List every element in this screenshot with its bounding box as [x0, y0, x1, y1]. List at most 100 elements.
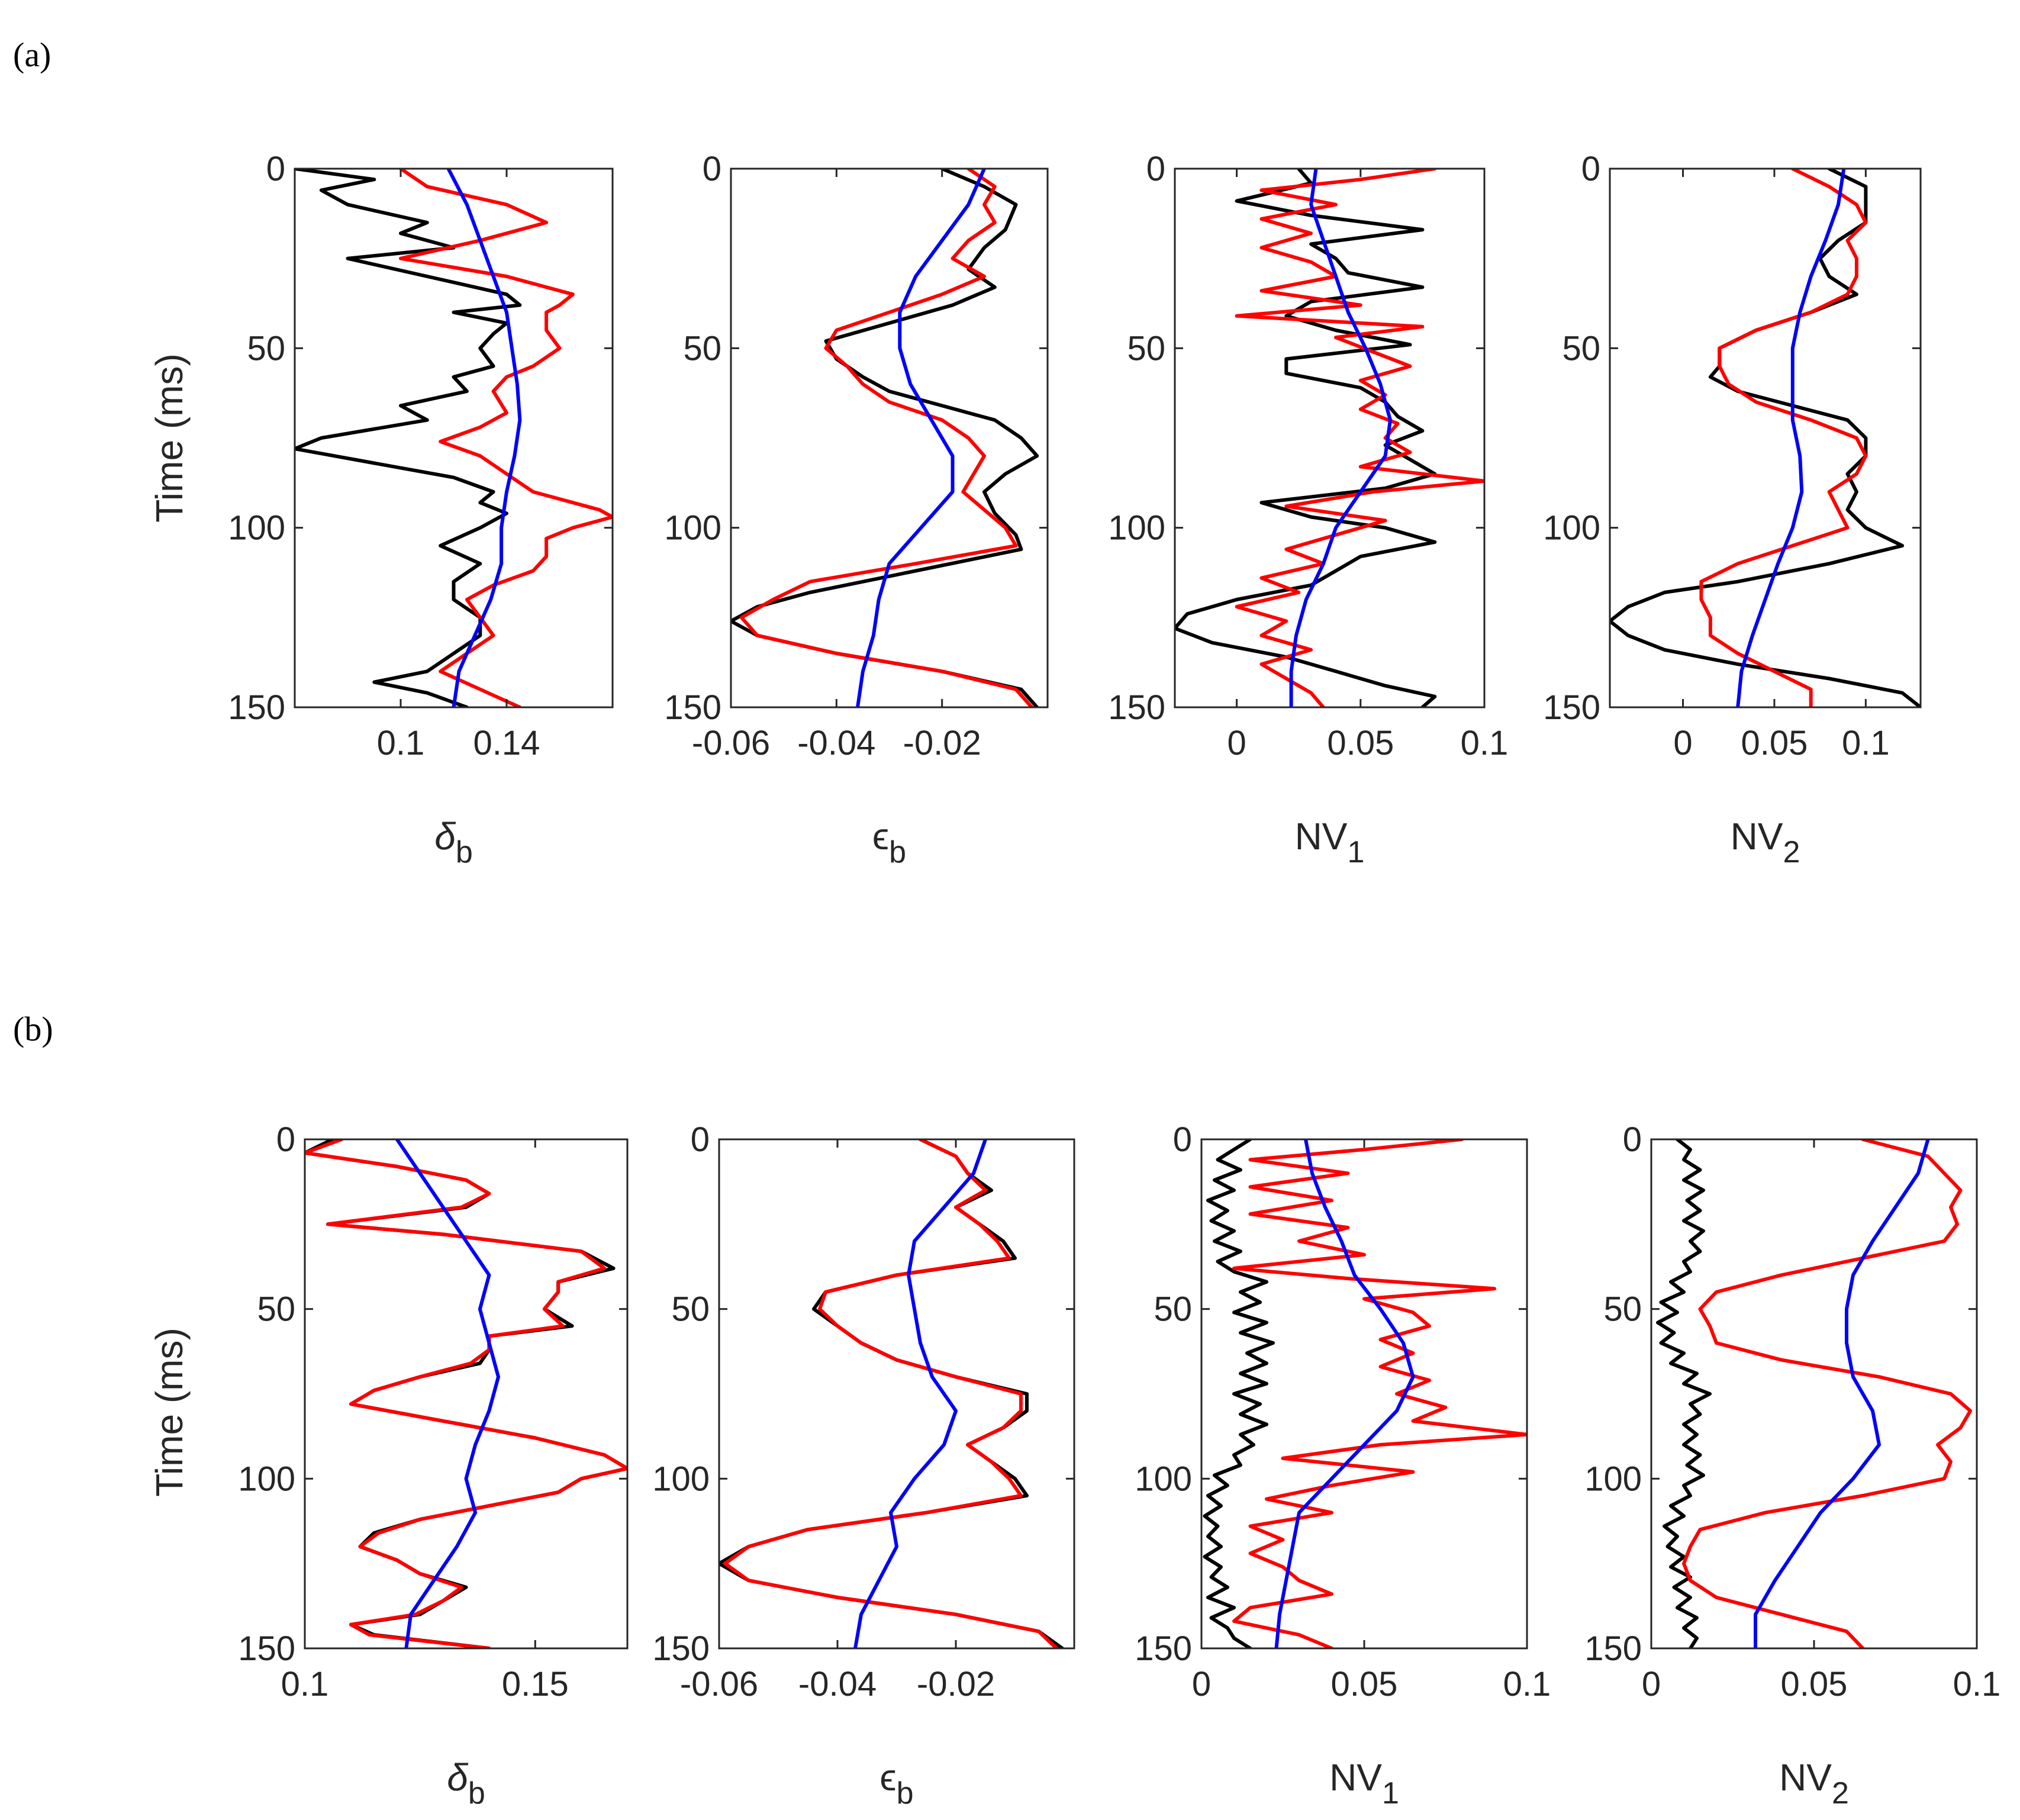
x-axis-label-main: NV: [1329, 1756, 1382, 1799]
x-axis-label-main: δ: [447, 1756, 469, 1799]
series-group: [731, 169, 1039, 707]
x-axis-label-sub: b: [889, 835, 906, 869]
chart-p0-c2: 0 50 100 150 0 0.05 0.1 NV1: [1108, 150, 1508, 869]
x-axis-label-sub: 2: [1783, 835, 1800, 869]
x-tick-label: 0.15: [502, 1665, 569, 1703]
series-group: [719, 1139, 1064, 1648]
y-tick-label: 50: [671, 1290, 710, 1329]
y-tick-label: 50: [1603, 1290, 1642, 1329]
axes-frame: [730, 167, 1049, 708]
series-line-blue: [856, 169, 986, 707]
y-tick-label: 0: [691, 1120, 710, 1159]
x-axis-label: NV1: [1329, 1756, 1399, 1811]
axes-frame: [1609, 167, 1922, 708]
x-tick-label: -0.06: [692, 724, 770, 762]
x-axis-label: ϵb: [872, 815, 906, 869]
x-tick-label: 0: [1227, 724, 1246, 762]
y-tick-label: 150: [1135, 1629, 1192, 1668]
series-line-black: [295, 169, 522, 707]
y-tick-label: 150: [652, 1629, 710, 1668]
axes-frame: [304, 1138, 629, 1650]
series-line-red: [723, 1139, 1058, 1648]
axes-frame: [1174, 167, 1486, 708]
series-group: [1175, 169, 1484, 707]
y-tick-label: 100: [652, 1460, 710, 1498]
x-tick-label: -0.06: [680, 1665, 758, 1703]
series-line-blue: [1289, 169, 1392, 707]
x-tick-label: 0: [1673, 724, 1692, 762]
y-tick-label: 100: [1108, 509, 1165, 547]
y-tick-label: 0: [276, 1120, 295, 1159]
x-tick-label: 0.14: [473, 724, 540, 762]
series-group: [295, 169, 613, 707]
series-line-red: [399, 169, 613, 707]
series-line-black: [719, 1139, 1064, 1648]
series-line-blue: [853, 1139, 987, 1648]
series-line-red: [739, 169, 1034, 707]
series-line-red: [1699, 169, 1868, 707]
x-tick-label: 0: [1642, 1665, 1661, 1703]
y-tick-label: 0: [266, 150, 285, 188]
series-group: [1610, 169, 1921, 707]
series-line-red: [305, 1139, 627, 1648]
y-tick-label: 150: [238, 1629, 295, 1668]
y-tick-label: 100: [238, 1460, 295, 1498]
x-axis-label-main: ϵ: [872, 815, 889, 858]
x-axis-label: δb: [447, 1756, 485, 1811]
panel-label-a: (a): [13, 36, 51, 74]
x-tick-label: 0.05: [1327, 724, 1394, 762]
x-tick-label: -0.04: [797, 724, 875, 762]
chart-p0-c3: 0 50 100 150 0 0.05 0.1 NV2: [1543, 150, 1922, 869]
x-axis-label-main: NV: [1731, 815, 1783, 858]
x-tick-label: 0.1: [1503, 1665, 1551, 1703]
x-tick-label: 0.1: [1842, 724, 1890, 762]
series-line-black: [1656, 1139, 1712, 1648]
series-line-black: [1610, 169, 1921, 707]
y-tick-label: 50: [683, 329, 721, 368]
y-tick-label: 150: [228, 688, 285, 727]
y-tick-label: 0: [1146, 150, 1165, 188]
y-tick-label: 50: [1562, 329, 1600, 368]
x-axis-label: δb: [434, 815, 472, 869]
series-line-black: [1175, 169, 1437, 707]
chart-p0-c1: 0 50 100 150-0.06 -0.04 -0.02 ϵb: [664, 150, 1049, 869]
x-axis-label-sub: b: [897, 1776, 914, 1811]
x-axis-label-sub: 2: [1832, 1776, 1849, 1811]
x-axis-label-sub: b: [456, 835, 473, 869]
x-tick-label: 0.05: [1331, 1665, 1398, 1703]
series-line-red: [1232, 1139, 1527, 1648]
y-tick-label: 100: [1543, 509, 1600, 547]
series-line-black: [1203, 1139, 1275, 1648]
series-line-black: [305, 1139, 627, 1648]
x-axis-label-sub: 1: [1382, 1776, 1399, 1811]
y-tick-label: 50: [257, 1290, 295, 1329]
y-tick-label: 50: [247, 329, 285, 368]
series-line-blue: [1274, 1139, 1415, 1648]
y-tick-label: 0: [1581, 150, 1600, 188]
axes-frame: [718, 1138, 1075, 1650]
y-tick-label: 100: [664, 509, 721, 547]
y-tick-label: 150: [1543, 688, 1600, 727]
series-line-blue: [446, 169, 522, 707]
x-axis-label: NV2: [1731, 815, 1800, 869]
x-tick-label: 0: [1192, 1665, 1211, 1703]
x-tick-label: -0.02: [903, 724, 981, 762]
y-tick-label: 150: [1584, 1629, 1642, 1668]
y-tick-label: 50: [1154, 1290, 1192, 1329]
series-line-black: [731, 169, 1039, 707]
y-tick-label: 0: [1173, 1120, 1192, 1159]
x-axis-label: ϵb: [879, 1756, 913, 1811]
x-tick-label: 0.1: [281, 1665, 329, 1703]
chart-p1-c1: 0 50 100 150-0.06 -0.04 -0.02 ϵb: [652, 1120, 1075, 1811]
series-group: [305, 1139, 627, 1648]
axes-frame: [1650, 1138, 1978, 1650]
x-axis-label-main: NV: [1295, 815, 1348, 858]
series-line-blue: [1736, 169, 1846, 707]
x-tick-label: 0.1: [1953, 1665, 2001, 1703]
y-axis-label-a: Time (ms): [148, 353, 191, 523]
x-axis-label-sub: b: [468, 1776, 485, 1811]
